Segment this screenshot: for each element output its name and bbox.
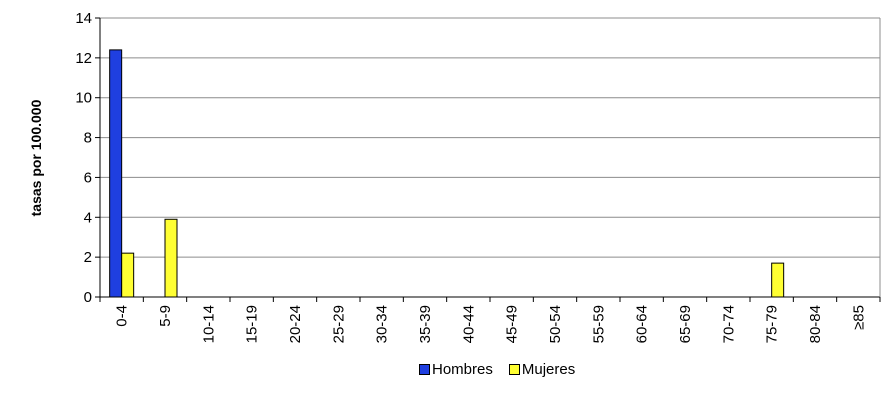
x-tick-label: 15-19 [244,305,261,343]
legend: Hombres Mujeres [419,361,575,378]
x-tick-label: 0-4 [114,305,131,327]
x-tick-label: 75-79 [764,305,781,343]
x-tick-label: 5-9 [157,305,174,327]
x-tick-label: 70-74 [720,305,737,343]
y-axis-ticks: 0 2 4 6 8 10 12 14 [75,10,100,306]
x-tick-label: 60-64 [634,305,651,343]
y-tick-label: 2 [84,249,92,266]
y-tick-label: 4 [84,209,92,226]
y-tick-label: 12 [75,50,92,67]
x-tick-label: 55-59 [590,305,607,343]
y-tick-label: 0 [84,289,92,306]
y-tick-label: 6 [84,169,92,186]
y-tick-label: 10 [75,90,92,107]
legend-label-hombres: Hombres [432,361,493,378]
legend-item-mujeres: Mujeres [508,361,576,378]
bars [109,49,785,298]
x-tick-label: 65-69 [677,305,694,343]
legend-item-hombres: Hombres [419,361,493,378]
gridlines [100,17,880,258]
x-tick-label: 10-14 [200,305,217,343]
chart: 0 2 4 6 8 10 12 14 0-4 5-9 10-14 15-19 20-24 25-29 30… [28,10,881,343]
legend-swatch-hombres [419,364,430,375]
bar-hombres-0-4 [109,49,123,298]
x-tick-label: 50-54 [547,305,564,343]
x-tick-label: 40-44 [460,305,477,343]
x-tick-label: 80-84 [807,305,824,343]
legend-label-mujeres: Mujeres [521,361,576,378]
x-tick-label: ≥85 [850,305,867,330]
bar-mujeres-0-4 [121,252,135,298]
y-tick-label: 14 [75,10,92,27]
legend-swatch-mujeres [508,364,520,375]
x-axis-ticks: 0-4 5-9 10-14 15-19 20-24 25-29 30-34 35-39 40-4… [99,297,881,343]
x-tick-label: 20-24 [287,305,304,343]
y-tick-label: 8 [84,130,92,147]
x-tick-label: 45-49 [504,305,521,343]
axes [99,18,881,298]
bar-mujeres-75-79 [771,262,785,298]
y-axis-label: tasas por 100.000 [28,99,44,216]
x-tick-label: 25-29 [330,305,347,343]
bar-mujeres-5-9 [164,218,178,298]
x-tick-label: 30-34 [374,305,391,343]
x-tick-label: 35-39 [417,305,434,343]
